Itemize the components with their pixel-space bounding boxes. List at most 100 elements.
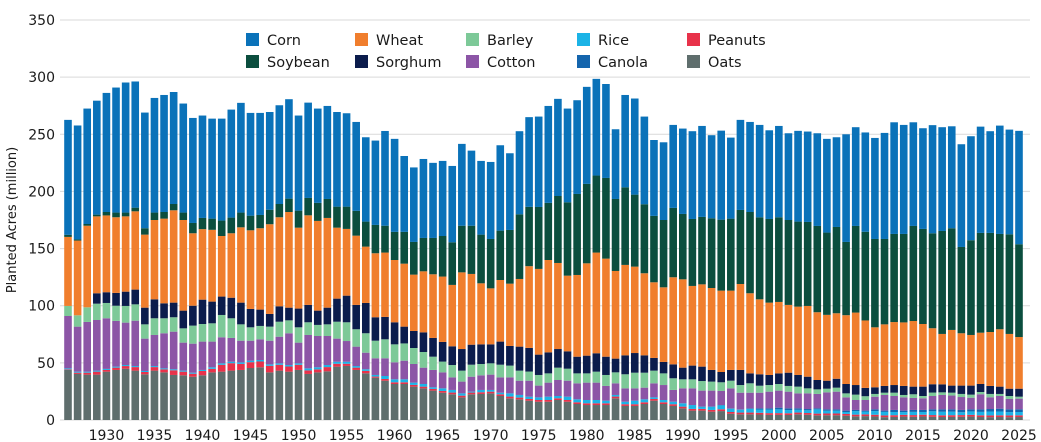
bar-segment-sorghum-1959 — [381, 316, 389, 340]
bar-segment-oats-2013 — [899, 416, 908, 420]
bar-segment-sorghum-1929 — [93, 293, 101, 304]
bar-segment-cotton-1945 — [246, 340, 255, 361]
bar-segment-oats-1944 — [237, 369, 245, 420]
bar-segment-peanuts-1958 — [371, 376, 380, 378]
bar-segment-wheat-2014 — [909, 321, 918, 387]
bar-segment-wheat-1994 — [717, 290, 726, 372]
bar-segment-oats-2000 — [775, 414, 783, 420]
bar-segment-soybean-1989 — [669, 207, 677, 278]
bar-segment-peanuts-1978 — [563, 400, 572, 402]
bar-segment-oats-2019 — [957, 416, 966, 420]
bar-segment-rice-2004 — [813, 409, 822, 414]
bar-segment-wheat-1935 — [150, 220, 159, 300]
bar-segment-peanuts-2012 — [890, 415, 898, 417]
x-tick-label: 1940 — [185, 428, 221, 442]
bar-segment-rice-2018 — [947, 411, 956, 416]
bar-stack-1993 — [707, 135, 716, 420]
bar-segment-corn-1940 — [198, 115, 207, 218]
bar-segment-corn-1968 — [467, 150, 476, 226]
bar-segment-barley-1936 — [160, 318, 168, 334]
bar-segment-canola-2024 — [1005, 409, 1014, 413]
bar-segment-sorghum-1983 — [611, 358, 620, 373]
bar-segment-barley-1981 — [592, 371, 601, 383]
bar-segment-soybean-2010 — [871, 238, 879, 328]
bar-segment-barley-1962 — [410, 348, 418, 364]
bar-segment-sorghum-1962 — [410, 330, 418, 348]
bar-segment-corn-1986 — [640, 116, 649, 205]
bar-segment-barley-1947 — [265, 326, 274, 341]
bar-segment-sorghum-1936 — [160, 303, 168, 319]
bar-segment-barley-1955 — [342, 322, 351, 342]
bar-segment-peanuts-1927 — [73, 372, 82, 374]
bar-segment-soybean-1978 — [563, 202, 572, 276]
bar-segment-sorghum-1951 — [304, 304, 312, 323]
bar-segment-cotton-1949 — [285, 333, 293, 366]
bar-segment-soybean-1988 — [659, 220, 668, 288]
bar-segment-wheat-2019 — [957, 333, 966, 386]
bar-segment-corn-2009 — [861, 132, 870, 232]
bar-segment-cotton-1986 — [640, 387, 649, 400]
legend-label: Oats — [708, 55, 742, 71]
bar-segment-soybean-1993 — [707, 218, 716, 288]
bar-segment-peanuts-1932 — [121, 366, 130, 369]
bar-segment-wheat-2016 — [928, 328, 937, 385]
bar-segment-sorghum-1985 — [630, 353, 639, 373]
bar-segment-corn-1934 — [141, 112, 149, 229]
bar-segment-wheat-1963 — [419, 271, 428, 333]
bar-segment-wheat-1939 — [189, 233, 197, 306]
bar-segment-corn-2025 — [1015, 130, 1023, 245]
bar-segment-oats-1935 — [150, 370, 159, 420]
bar-segment-corn-1939 — [189, 117, 197, 223]
bar-segment-corn-1977 — [554, 98, 562, 196]
bar-segment-oats-1970 — [486, 393, 495, 420]
bar-segment-soybean-1935 — [150, 212, 159, 220]
bar-segment-wheat-2007 — [842, 315, 850, 384]
bar-segment-oats-1952 — [313, 372, 322, 420]
bar-segment-corn-1951 — [304, 102, 312, 198]
bar-segment-rice-1945 — [246, 360, 255, 363]
bar-segment-soybean-1956 — [352, 210, 360, 236]
bar-segment-peanuts-1961 — [400, 382, 409, 384]
bar-segment-peanuts-1944 — [237, 363, 245, 370]
bar-segment-sorghum-1997 — [746, 373, 754, 384]
bar-segment-rice-2008 — [851, 411, 860, 415]
bar-segment-soybean-1963 — [419, 237, 428, 272]
bar-segment-peanuts-1991 — [688, 408, 697, 411]
bar-segment-barley-2024 — [1005, 396, 1014, 399]
bar-stack-1997 — [746, 121, 754, 420]
bar-segment-cotton-1938 — [179, 342, 188, 371]
bar-segment-rice-1976 — [544, 396, 553, 400]
bar-segment-soybean-1982 — [602, 177, 610, 259]
bar-segment-soybean-2020 — [967, 240, 975, 335]
bar-segment-rice-1942 — [217, 363, 226, 365]
bar-segment-barley-1964 — [429, 356, 437, 370]
bar-segment-oats-2005 — [823, 415, 831, 420]
bar-segment-soybean-2022 — [986, 232, 994, 332]
bar-segment-soybean-1986 — [640, 204, 649, 274]
bar-stack-1989 — [669, 124, 677, 420]
bar-stack-2018 — [947, 126, 956, 420]
bar-stack-1959 — [381, 130, 389, 420]
bar-segment-oats-1986 — [640, 404, 649, 420]
bar-segment-sorghum-1933 — [131, 289, 140, 305]
bar-segment-wheat-1971 — [496, 280, 505, 342]
bar-segment-sorghum-1990 — [678, 367, 687, 380]
bar-stack-1928 — [83, 108, 92, 420]
bar-segment-rice-1967 — [458, 393, 466, 396]
bar-segment-barley-1941 — [208, 323, 216, 342]
bar-segment-sorghum-2021 — [976, 384, 985, 392]
bar-segment-peanuts-2021 — [976, 415, 985, 418]
bar-segment-wheat-2006 — [832, 313, 841, 379]
bar-segment-sorghum-1981 — [592, 353, 601, 372]
bar-segment-rice-2009 — [861, 411, 870, 415]
bar-segment-barley-1973 — [515, 370, 524, 381]
legend-swatch — [687, 33, 700, 46]
bar-segment-canola-1998 — [755, 408, 764, 410]
legend-item-canola: Canola — [577, 55, 648, 71]
bar-segment-oats-1945 — [246, 368, 255, 420]
bar-segment-peanuts-1990 — [678, 406, 687, 409]
bar-segment-canola-2022 — [986, 409, 994, 412]
y-tick-label: 350 — [28, 13, 55, 29]
bar-segment-soybean-1954 — [333, 206, 341, 228]
bar-segment-cotton-1968 — [467, 376, 476, 392]
